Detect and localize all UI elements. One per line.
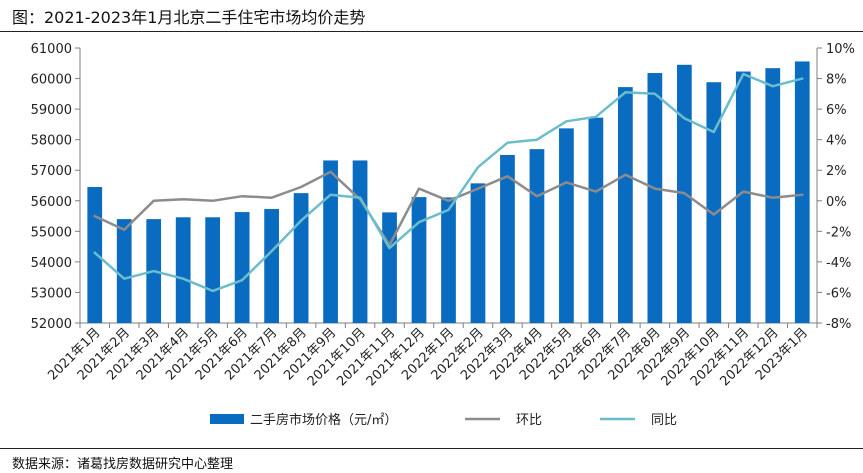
bar: [735, 71, 751, 324]
bar: [765, 68, 781, 323]
bar: [618, 87, 633, 323]
footer-divider: [0, 448, 863, 449]
bar: [323, 160, 338, 323]
legend-label-price: 二手房市场价格（元/㎡）: [250, 412, 397, 428]
chart: 52000 53000 54000 55000 56000 57000 58000 59000…: [31, 42, 855, 428]
bar: [234, 212, 250, 323]
right-tick-label: 2%: [826, 164, 847, 179]
bar: [87, 187, 103, 323]
chart-title: 图：2021-2023年1月北京二手住宅市场均价走势: [12, 8, 366, 27]
left-tick-label: 58000: [31, 134, 72, 149]
bar: [647, 73, 663, 323]
right-tick-label: -6%: [826, 286, 851, 301]
left-tick-label: 60000: [31, 73, 72, 88]
left-tick-label: 53000: [31, 286, 72, 301]
bar: [441, 197, 456, 323]
bar: [264, 209, 279, 323]
bar: [588, 117, 604, 324]
right-tick-label: -2%: [826, 225, 851, 240]
left-tick-label: 55000: [31, 225, 72, 240]
bar: [470, 183, 486, 323]
left-tick-label: 57000: [31, 164, 72, 179]
bar: [293, 193, 309, 323]
right-tick-label: 4%: [826, 134, 847, 149]
right-tick-label: -8%: [826, 317, 851, 332]
source-note: 数据来源：诸葛找房数据研究中心整理: [12, 457, 234, 472]
bar: [706, 82, 722, 323]
left-tick-label: 56000: [31, 195, 72, 210]
bar: [411, 197, 427, 323]
chart-legend: 二手房市场价格（元/㎡） 环比 同比: [210, 412, 677, 428]
right-tick-label: -4%: [826, 256, 851, 271]
left-tick-label: 52000: [31, 317, 72, 332]
bar: [559, 128, 574, 323]
right-tick-label: 0%: [826, 195, 847, 210]
bar: [794, 61, 810, 323]
right-tick-label: 10%: [826, 42, 855, 57]
right-tick-label: 6%: [826, 103, 847, 118]
legend-label-yoy: 同比: [651, 413, 677, 428]
legend-label-mom: 环比: [516, 413, 542, 428]
bar: [529, 149, 545, 323]
left-tick-label: 59000: [31, 103, 72, 118]
bar: [205, 217, 221, 323]
bar: [352, 160, 368, 323]
bar: [382, 212, 397, 323]
left-tick-label: 54000: [31, 256, 72, 271]
title-divider: [0, 31, 863, 32]
bar: [116, 219, 132, 323]
bar: [175, 217, 191, 323]
legend-swatch-price: [210, 414, 244, 424]
left-tick-label: 61000: [31, 42, 72, 57]
bar: [500, 154, 515, 323]
right-tick-label: 8%: [826, 73, 847, 88]
